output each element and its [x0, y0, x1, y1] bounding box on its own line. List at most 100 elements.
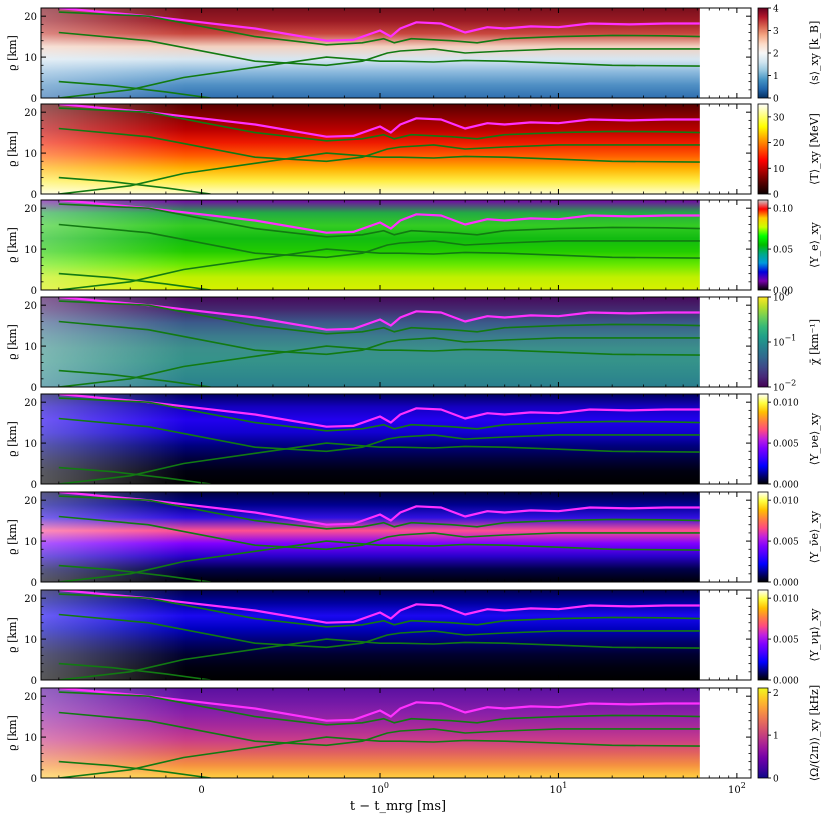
contour-line-2 — [58, 691, 700, 726]
contour-line-1 — [58, 590, 700, 624]
contour-line-4 — [58, 442, 700, 484]
contour-line-3 — [58, 31, 700, 67]
colorbar-tick-label: 10 — [773, 165, 785, 175]
axes-frame — [40, 393, 752, 485]
axes-frame — [40, 7, 752, 99]
colorbar-tick-label: 0 — [773, 775, 779, 785]
axes-frame — [40, 491, 752, 583]
colorbar-tick-label: 10−2 — [773, 379, 796, 394]
y-tick-label: 10 — [24, 342, 37, 353]
contour-line-4 — [58, 345, 700, 387]
y-tick-label: 0 — [31, 190, 37, 201]
colorbar-label: χ̄ [km⁻¹] — [808, 319, 821, 365]
contour-line-4 — [58, 638, 700, 680]
y-axis-label: ϱ [km] — [6, 131, 19, 167]
colorbar-label: ⟨T⟩_xy [MeV] — [808, 113, 821, 185]
axes-frame — [40, 589, 752, 681]
contour-line-5 — [58, 760, 211, 778]
y-tick-label: 0 — [31, 94, 37, 105]
y-tick-label: 10 — [24, 635, 37, 646]
contour-line-3 — [58, 320, 700, 356]
colorbar — [757, 296, 769, 388]
x-tick-label: 0 — [198, 785, 204, 796]
y-axis-label: ϱ [km] — [6, 519, 19, 555]
contour-line-1 — [58, 104, 700, 138]
contour-line-5 — [58, 369, 211, 387]
colorbar-tick-label: 0.005 — [773, 440, 799, 450]
y-tick-label: 20 — [24, 398, 37, 409]
y-tick-label: 0 — [31, 578, 37, 589]
y-tick-label: 0 — [31, 676, 37, 687]
colorbar-label: ⟨Y_ν̄e⟩_xy — [808, 510, 821, 563]
y-tick-label: 10 — [24, 245, 37, 256]
panel-6: 0 10 20 ϱ [km] 0.000 0.005 0.010 ⟨Y_ν̄e⟩_xy — [6, 491, 821, 589]
y-tick-label: 0 — [31, 480, 37, 491]
y-axis-label: ϱ [km] — [6, 227, 19, 263]
y-axis-label: ϱ [km] — [6, 617, 19, 653]
y-axis-label: ϱ [km] — [6, 421, 19, 457]
y-tick-label: 10 — [24, 53, 37, 64]
contour-line-4 — [58, 736, 700, 778]
colorbar-tick-label: 2 — [773, 689, 779, 699]
colorbar-tick-label: 1 — [773, 732, 779, 742]
colorbar-tick-label: 2 — [773, 50, 779, 60]
panel-4: 0 10 20 ϱ [km] 10−2 10−1 100 χ̄ [km⁻¹] — [6, 289, 821, 395]
y-axis-label: ϱ [km] — [6, 324, 19, 360]
colorbar-tick-label: 0.05 — [773, 246, 793, 256]
colorbar-label: ⟨Ω/(2π)⟩_xy [kHz] — [808, 685, 821, 781]
contour-line-2 — [58, 11, 700, 46]
y-tick-label: 0 — [31, 286, 37, 297]
contour-line-4 — [58, 152, 700, 194]
y-tick-label: 20 — [24, 204, 37, 215]
colorbar-tick-label: 0.000 — [773, 481, 799, 491]
contour-line-4 — [58, 540, 700, 582]
y-tick-label: 10 — [24, 537, 37, 548]
colorbar — [757, 7, 769, 99]
x-tick-label: 100 — [371, 781, 389, 796]
colorbar-tick-label: 0.005 — [773, 636, 799, 646]
contour-line-1 — [58, 297, 700, 331]
y-axis-label: ϱ [km] — [6, 35, 19, 71]
panel-3: 0 10 20 ϱ [km] 0.00 0.05 0.10 ⟨Y_e⟩_xy — [6, 199, 821, 297]
x-axis-label: t − t_mrg [ms] — [350, 799, 446, 814]
colorbar-tick-label: 4 — [773, 5, 779, 15]
colorbar-tick-label: 20 — [773, 139, 785, 149]
colorbar-tick-label: 100 — [773, 289, 790, 304]
contour-line-3 — [58, 515, 700, 551]
y-tick-label: 20 — [24, 594, 37, 605]
contour-line-1 — [58, 200, 700, 234]
contour-line-2 — [58, 107, 700, 142]
contour-line-3 — [58, 417, 700, 453]
panel-8: 0 10 20 ϱ [km] 0 1 2 ⟨Ω/(2π)⟩_xy [kHz] 0 100 101 10… — [6, 685, 821, 796]
contour-line-5 — [58, 466, 211, 484]
y-axis-label: ϱ [km] — [6, 715, 19, 751]
contour-line-4 — [58, 248, 700, 290]
panel-1: 0 10 20 ϱ [km] 0 1 2 3 4 ⟨s⟩_xy [k_B] — [6, 5, 821, 106]
colorbar — [757, 491, 769, 583]
y-tick-label: 10 — [24, 439, 37, 450]
colorbar-tick-label: 0 — [773, 191, 779, 201]
contour-line-3 — [58, 711, 700, 747]
contour-line-3 — [58, 613, 700, 649]
colorbar-tick-label: 1 — [773, 72, 779, 82]
panel-7: 0 10 20 ϱ [km] 0.000 0.005 0.010 ⟨Y_νμ⟩_xy — [6, 589, 821, 687]
colorbar-label: ⟨Y_e⟩_xy — [808, 221, 821, 268]
colorbar — [757, 589, 769, 681]
contour-line-1 — [58, 394, 700, 428]
axes-frame — [40, 199, 752, 291]
x-tick-label: 101 — [550, 781, 568, 796]
x-tick-label: 102 — [728, 781, 746, 796]
contour-line-2 — [58, 495, 700, 530]
y-tick-label: 20 — [24, 12, 37, 23]
colorbar-tick-label: 0.005 — [773, 538, 799, 548]
y-tick-label: 20 — [24, 301, 37, 312]
contour-line-1 — [58, 8, 700, 42]
contour-line-2 — [58, 593, 700, 628]
colorbar-tick-label: 10−1 — [773, 334, 796, 349]
y-tick-label: 0 — [31, 383, 37, 394]
y-tick-label: 20 — [24, 496, 37, 507]
colorbar — [757, 393, 769, 485]
colorbar-label: ⟨s⟩_xy [k_B] — [808, 21, 821, 85]
